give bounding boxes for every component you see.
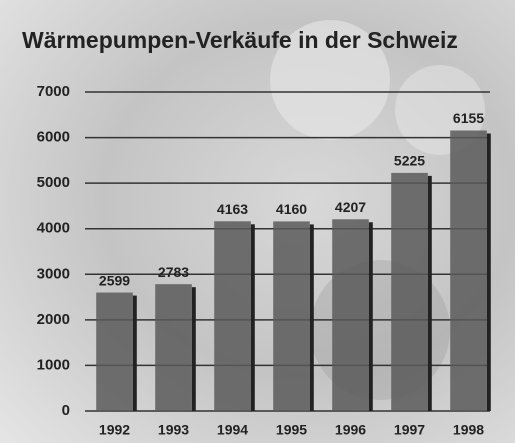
data-label: 2783 [158, 264, 189, 280]
data-label: 6155 [453, 110, 484, 126]
chart: Wärmepumpen-Verkäufe in der Schweiz 0 100… [0, 0, 515, 443]
bar-shadow [428, 176, 432, 411]
y-tick-label: 3000 [37, 265, 70, 282]
x-tick-label: 1997 [394, 422, 425, 438]
data-label: 4160 [276, 201, 307, 217]
y-tick-label: 5000 [37, 174, 70, 191]
data-label: 4207 [335, 199, 366, 215]
bar [332, 219, 369, 411]
bar [214, 221, 251, 411]
x-tick-label: 1995 [276, 422, 307, 438]
x-tick-label: 1996 [335, 422, 366, 438]
bar-shadow [251, 224, 255, 411]
bar [391, 173, 428, 411]
bar [450, 131, 487, 411]
y-tick-label: 7000 [37, 83, 70, 100]
data-label: 5225 [394, 153, 425, 169]
data-label: 4163 [217, 201, 248, 217]
y-tick-label: 0 [62, 402, 70, 419]
bar-shadow [487, 134, 491, 411]
bar [155, 284, 192, 411]
bar-shadow [192, 287, 196, 411]
bar [273, 221, 310, 411]
bar-shadow [133, 296, 137, 411]
y-tick-label: 6000 [37, 129, 70, 146]
bar-shadow [369, 222, 373, 411]
x-tick-label: 1998 [453, 422, 484, 438]
chart-title: Wärmepumpen-Verkäufe in der Schweiz [22, 27, 458, 53]
y-tick-label: 4000 [37, 220, 70, 237]
y-tick-label: 1000 [37, 356, 70, 373]
bar [96, 293, 133, 411]
y-tick-label: 2000 [37, 311, 70, 328]
data-label: 2599 [99, 272, 130, 288]
x-tick-label: 1993 [158, 422, 189, 438]
bar-shadow [310, 224, 314, 411]
x-tick-label: 1994 [217, 422, 248, 438]
x-tick-label: 1992 [99, 422, 130, 438]
